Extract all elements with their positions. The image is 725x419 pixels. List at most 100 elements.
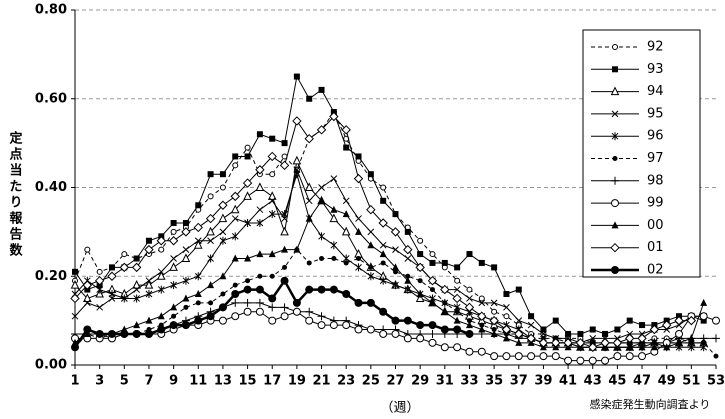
data-point <box>206 312 215 321</box>
data-point <box>712 334 720 343</box>
data-point <box>244 153 251 160</box>
data-point <box>687 334 695 342</box>
data-point <box>575 338 586 348</box>
legend-marker <box>610 86 620 96</box>
data-point <box>171 313 177 319</box>
data-point <box>465 347 474 356</box>
data-point <box>515 286 522 293</box>
data-point <box>540 330 547 338</box>
data-point <box>330 241 338 250</box>
data-point <box>602 330 609 337</box>
data-point <box>244 219 251 227</box>
data-point <box>453 286 461 293</box>
data-point <box>145 237 152 244</box>
y-tick-label: 0.60 <box>35 91 67 106</box>
data-point <box>356 256 362 261</box>
data-point <box>280 303 289 312</box>
data-point <box>231 232 239 241</box>
data-point <box>527 321 535 329</box>
data-point <box>688 340 694 346</box>
data-point <box>453 343 462 352</box>
data-point <box>490 352 499 361</box>
data-point <box>367 272 375 281</box>
data-point <box>477 311 487 321</box>
y-tick-label: 0.20 <box>35 269 67 284</box>
data-point <box>231 298 240 307</box>
data-point <box>267 191 277 200</box>
data-point <box>589 326 596 333</box>
data-point <box>119 262 130 273</box>
data-point <box>145 290 153 298</box>
x-tick-label: 21 <box>312 374 330 389</box>
data-point <box>576 356 585 365</box>
data-point <box>168 236 179 246</box>
data-point <box>454 309 460 315</box>
data-point <box>440 343 449 352</box>
data-point <box>319 256 325 261</box>
data-point <box>515 317 523 324</box>
data-point <box>245 278 251 284</box>
data-point <box>96 303 104 311</box>
x-tick-label: 41 <box>559 374 577 389</box>
data-point <box>478 325 486 333</box>
data-point <box>403 316 412 325</box>
data-point <box>304 182 314 191</box>
data-point <box>318 232 325 241</box>
data-point <box>589 335 597 342</box>
data-point <box>700 298 708 306</box>
data-point <box>219 184 226 191</box>
data-point <box>501 324 512 335</box>
data-point <box>354 298 363 307</box>
data-point <box>503 303 510 311</box>
data-point <box>83 325 92 334</box>
data-point <box>183 304 189 310</box>
data-point <box>257 273 263 279</box>
data-point <box>208 300 214 306</box>
data-point <box>379 241 387 249</box>
legend-box <box>582 29 701 278</box>
data-point <box>342 210 350 218</box>
data-point <box>355 215 362 222</box>
data-point <box>625 352 634 361</box>
data-point <box>306 260 312 266</box>
data-point <box>243 191 252 200</box>
data-point <box>479 322 485 328</box>
data-point <box>170 303 178 311</box>
data-point <box>232 282 238 288</box>
data-point <box>638 352 647 361</box>
legend-marker <box>612 156 618 161</box>
data-point <box>305 285 314 294</box>
data-point <box>194 290 202 297</box>
data-point <box>527 352 536 361</box>
data-point <box>515 338 523 346</box>
data-point <box>219 236 227 245</box>
data-point <box>392 246 399 253</box>
data-point <box>379 250 387 258</box>
data-point <box>429 251 436 258</box>
data-point <box>95 329 104 338</box>
data-point <box>318 184 325 191</box>
data-point <box>305 307 314 316</box>
data-point <box>355 263 362 272</box>
data-point <box>601 356 610 365</box>
x-tick-label: 29 <box>411 374 429 389</box>
data-point <box>701 340 707 346</box>
x-tick-label: 9 <box>169 374 178 389</box>
data-point <box>367 228 375 236</box>
data-point <box>380 260 386 266</box>
data-point <box>219 272 227 280</box>
data-point <box>465 329 474 338</box>
data-point <box>674 315 684 326</box>
data-point <box>329 111 339 122</box>
data-point <box>304 133 314 144</box>
data-point <box>427 275 438 286</box>
data-point <box>330 205 338 213</box>
data-point <box>329 321 338 330</box>
data-point <box>255 307 264 316</box>
data-point <box>170 255 177 262</box>
x-tick-label: 31 <box>436 374 454 389</box>
data-point <box>207 171 214 178</box>
data-point <box>231 290 240 298</box>
data-point <box>193 240 203 249</box>
data-point <box>169 321 178 330</box>
